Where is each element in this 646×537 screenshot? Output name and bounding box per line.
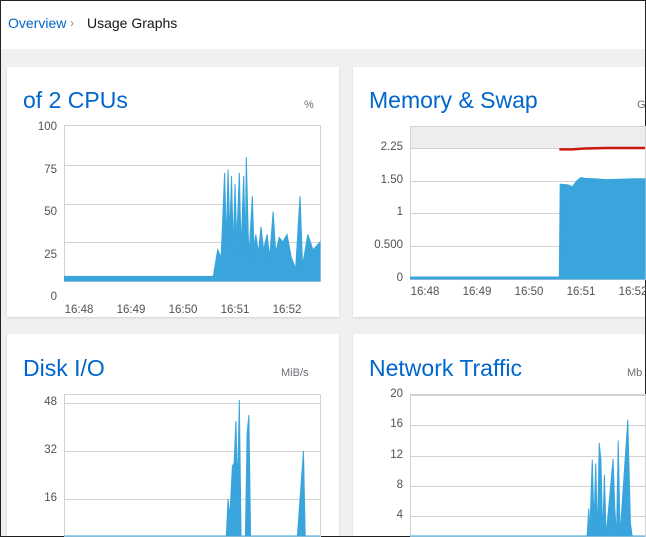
memory-ytick-label: 1 [396,206,403,218]
network-ytick-label: 12 [390,449,403,461]
cpu-ytick-label: 0 [50,291,57,303]
memory-ytick-label: 0 [396,272,403,284]
breadcrumb-overview-link[interactable]: Overview [8,15,67,31]
disk-card [7,334,339,536]
network-ytick-label: 8 [396,479,403,491]
memory-ytick-label: 2.25 [380,141,403,153]
disk-ytick-label: 48 [44,396,57,408]
network-ytick-label: 16 [390,418,403,430]
cpu-xtick-label: 16:48 [64,304,94,316]
chevron-right-icon: › [70,16,74,30]
memory-xtick-label: 16:50 [514,286,544,298]
cpu-ytick-label: 25 [44,249,57,261]
disk-series-area [64,399,320,537]
memory-series-area [410,176,646,280]
memory-xtick-label: 16:48 [410,286,440,298]
disk-plot-border [64,394,321,537]
memory-limit-band [410,126,645,149]
memory-unit: G [637,99,646,111]
network-series-area [410,419,645,537]
cpu-xtick-label: 16:51 [220,304,250,316]
disk-title: Disk I/O [23,355,105,381]
memory-title: Memory & Swap [369,87,538,113]
memory-ytick-label: 1.50 [380,174,403,186]
cpu-xtick-label: 16:50 [168,304,198,316]
cpu-ytick-label: 75 [44,164,57,176]
cpu-series-area [64,156,321,282]
breadcrumb-current: Usage Graphs [87,15,178,31]
network-unit: Mb [627,367,643,379]
memory-xtick-label: 16:52 [618,286,646,298]
disk-chart-plot [64,394,321,537]
disk-ytick-label: 16 [44,492,57,504]
memory-xtick-label: 16:51 [566,286,596,298]
network-ytick-label: 20 [390,388,403,400]
memory-chart-plot [410,126,646,280]
disk-ytick-label: 32 [44,444,57,456]
cpu-chart-plot [64,125,321,282]
cpu-xtick-label: 16:52 [272,304,302,316]
cpu-ytick-label: 100 [37,121,57,133]
network-ytick-label: 4 [396,509,403,521]
disk-unit: MiB/s [281,367,309,379]
memory-xtick-label: 16:49 [462,286,492,298]
memory-ytick-label: 0.500 [374,239,403,251]
swap-series-line [559,146,645,151]
header-bar: Overview › Usage Graphs [1,1,645,49]
cpu-title: of 2 CPUs [23,87,128,113]
cpu-ytick-label: 50 [44,206,57,218]
cpu-xtick-label: 16:49 [116,304,146,316]
cpu-unit: % [304,99,314,111]
network-chart-plot [410,394,646,537]
network-title: Network Traffic [369,355,522,381]
